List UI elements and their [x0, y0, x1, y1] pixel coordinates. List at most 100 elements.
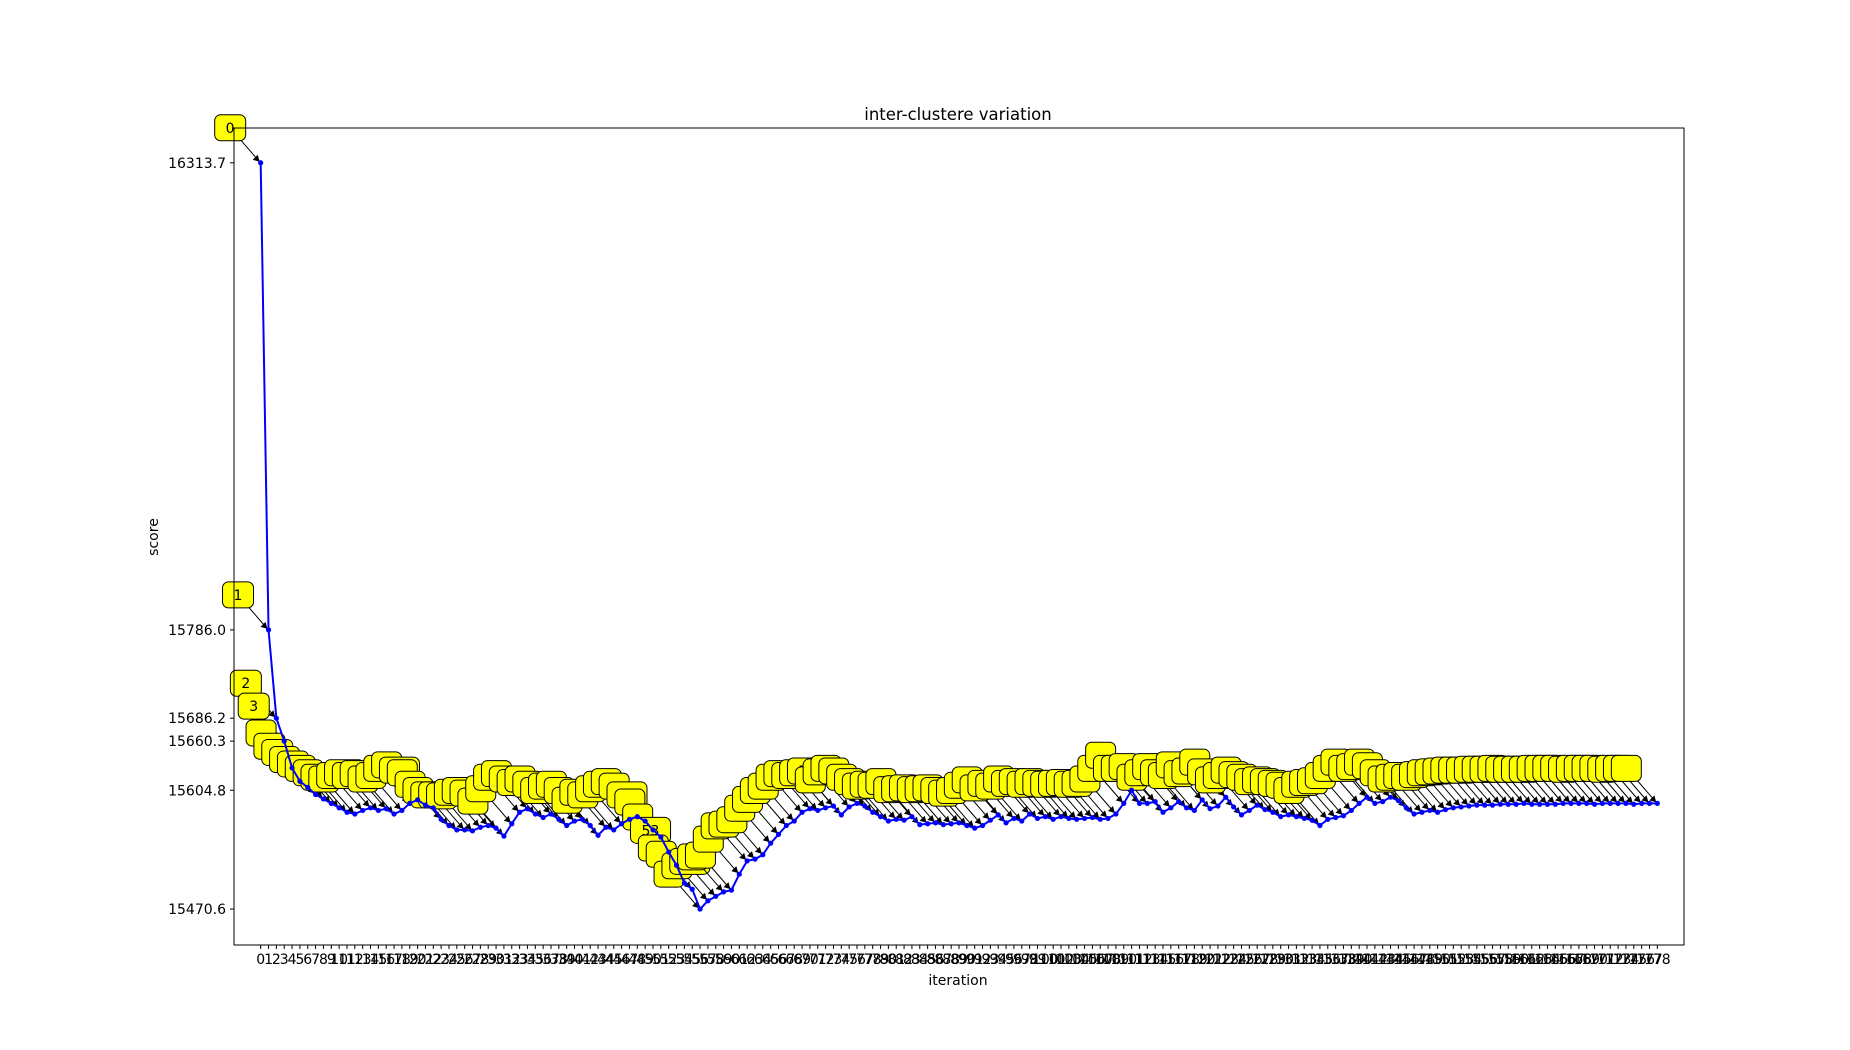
data-point-101 — [1050, 816, 1056, 822]
data-point-55 — [689, 886, 695, 892]
data-point-0 — [258, 160, 264, 166]
x-tick-label-55: 55 — [683, 952, 701, 968]
data-point-78 — [870, 809, 876, 815]
data-point-81 — [893, 816, 899, 822]
data-point-116 — [1168, 805, 1174, 811]
data-point-169 — [1584, 800, 1590, 806]
x-tick-label-116: 116 — [1157, 952, 1184, 968]
data-point-46 — [619, 821, 625, 827]
data-point-98 — [1027, 811, 1033, 817]
data-point-53 — [673, 862, 680, 868]
x-tick-label-99: 99 — [1029, 952, 1047, 968]
x-tick-label-36: 36 — [534, 952, 552, 968]
data-point-28 — [477, 824, 483, 830]
data-point-90 — [964, 822, 970, 829]
data-point-51 — [658, 834, 664, 840]
x-tick-label-157: 157 — [1479, 952, 1506, 968]
data-point-1 — [265, 627, 272, 633]
x-tick-label-161: 161 — [1511, 952, 1538, 968]
x-tick-label-4: 4 — [288, 952, 297, 968]
x-tick-label-46: 46 — [613, 952, 631, 968]
data-point-6 — [305, 784, 311, 791]
data-point-70 — [807, 806, 813, 812]
x-tick-label-33: 33 — [511, 952, 529, 968]
x-tick-label-119: 119 — [1181, 952, 1208, 968]
data-point-95 — [1003, 820, 1009, 826]
data-point-10 — [336, 805, 342, 811]
x-tick-label-138: 138 — [1330, 952, 1357, 968]
x-tick-label-105: 105 — [1071, 952, 1098, 968]
data-point-152 — [1450, 805, 1456, 811]
data-point-110 — [1121, 800, 1127, 806]
x-tick-label-164: 164 — [1534, 952, 1561, 968]
x-tick-label-41: 41 — [573, 952, 591, 968]
data-point-30 — [493, 825, 499, 831]
x-tick-label-73: 73 — [825, 952, 843, 968]
data-point-77 — [862, 803, 868, 809]
data-point-136 — [1325, 816, 1331, 822]
x-tick-label-52: 52 — [660, 952, 678, 968]
data-point-149 — [1427, 807, 1433, 814]
x-tick-label-130: 130 — [1267, 952, 1294, 968]
data-point-41 — [579, 816, 585, 822]
data-point-177 — [1646, 800, 1653, 806]
x-tick-label-12: 12 — [346, 952, 364, 968]
x-tick-label-86: 86 — [927, 952, 945, 968]
x-tick-label-150: 150 — [1424, 952, 1451, 968]
x-tick-label-147: 147 — [1401, 952, 1428, 968]
x-tick-label-1: 1 — [264, 952, 273, 968]
x-tick-label-29: 29 — [479, 952, 497, 968]
data-point-155 — [1474, 802, 1480, 808]
data-point-17 — [391, 811, 397, 817]
data-point-67 — [783, 822, 789, 829]
data-point-68 — [791, 818, 797, 824]
data-point-99 — [1034, 815, 1041, 822]
data-point-104 — [1074, 816, 1080, 822]
data-point-171 — [1599, 800, 1605, 806]
x-tick-label-61: 61 — [730, 952, 748, 968]
data-point-76 — [854, 800, 860, 806]
x-tick-label-137: 137 — [1322, 952, 1349, 968]
x-tick-label-13: 13 — [354, 952, 372, 968]
data-point-21 — [422, 802, 429, 808]
x-tick-label-81: 81 — [887, 952, 905, 968]
data-point-148 — [1419, 809, 1425, 815]
x-tick-label-107: 107 — [1087, 952, 1114, 968]
x-tick-label-59: 59 — [715, 952, 733, 968]
x-tick-label-79: 79 — [872, 952, 890, 968]
data-point-29 — [485, 822, 491, 829]
x-tick-label-112: 112 — [1126, 952, 1153, 968]
data-point-129 — [1270, 809, 1276, 815]
data-point-40 — [571, 818, 578, 824]
x-tick-label-67: 67 — [777, 952, 795, 968]
x-tick-label-129: 129 — [1259, 952, 1286, 968]
data-point-143 — [1380, 799, 1386, 805]
data-point-176 — [1639, 800, 1645, 806]
annotation-label-0: 0 — [226, 121, 235, 137]
data-point-137 — [1333, 814, 1339, 821]
x-tick-label-101: 101 — [1040, 952, 1067, 968]
data-point-61 — [736, 871, 742, 877]
data-point-139 — [1348, 807, 1354, 814]
data-point-86 — [932, 820, 939, 826]
x-tick-label-75: 75 — [840, 952, 858, 968]
x-tick-label-20: 20 — [409, 952, 427, 968]
data-point-57 — [705, 898, 711, 904]
x-tick-label-34: 34 — [519, 952, 537, 968]
x-tick-label-38: 38 — [550, 952, 568, 968]
x-tick-label-98: 98 — [1021, 952, 1039, 968]
x-tick-label-160: 160 — [1503, 952, 1530, 968]
x-tick-label-153: 153 — [1448, 952, 1475, 968]
data-point-157 — [1489, 802, 1496, 808]
data-point-8 — [320, 796, 327, 802]
data-point-142 — [1372, 800, 1378, 806]
x-tick-label-124: 124 — [1220, 952, 1247, 968]
data-point-161 — [1521, 800, 1527, 806]
x-tick-label-17: 17 — [385, 952, 403, 968]
x-tick-label-40: 40 — [566, 952, 584, 968]
x-tick-label-11: 11 — [338, 952, 356, 968]
x-tick-label-37: 37 — [542, 952, 560, 968]
x-tick-label-66: 66 — [770, 952, 788, 968]
x-tick-label-82: 82 — [895, 952, 913, 968]
x-tick-label-70: 70 — [801, 952, 819, 968]
